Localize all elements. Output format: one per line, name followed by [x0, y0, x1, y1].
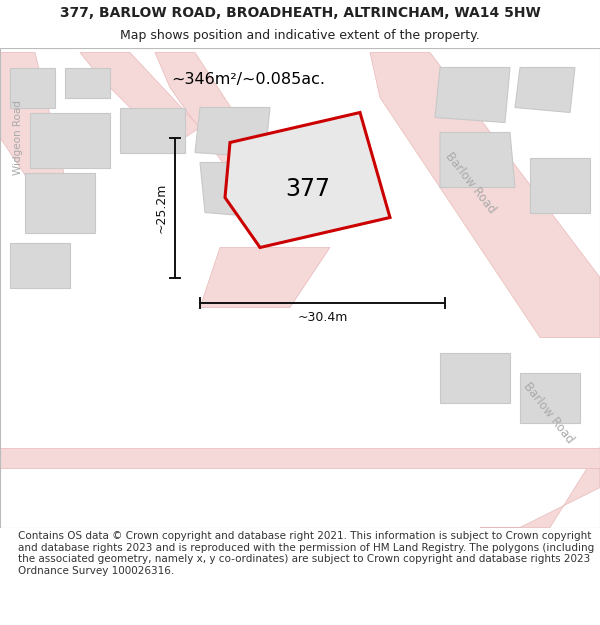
Polygon shape — [120, 107, 185, 152]
Polygon shape — [440, 352, 510, 402]
Polygon shape — [225, 112, 390, 248]
Text: ~25.2m: ~25.2m — [155, 182, 167, 232]
Polygon shape — [440, 132, 515, 188]
Text: ~346m²/~0.085ac.: ~346m²/~0.085ac. — [171, 72, 325, 87]
Text: Map shows position and indicative extent of the property.: Map shows position and indicative extent… — [120, 29, 480, 42]
Polygon shape — [200, 248, 330, 308]
Polygon shape — [65, 68, 110, 98]
Polygon shape — [0, 52, 65, 198]
Polygon shape — [435, 68, 510, 122]
Text: Barlow Road: Barlow Road — [442, 149, 498, 216]
Polygon shape — [520, 372, 580, 423]
Polygon shape — [370, 52, 600, 338]
Polygon shape — [10, 68, 55, 108]
Polygon shape — [25, 173, 95, 232]
Polygon shape — [10, 242, 70, 288]
Text: 377: 377 — [286, 176, 331, 201]
Polygon shape — [80, 52, 200, 148]
Text: ~30.4m: ~30.4m — [298, 311, 347, 324]
Polygon shape — [200, 162, 265, 217]
Text: Contains OS data © Crown copyright and database right 2021. This information is : Contains OS data © Crown copyright and d… — [18, 531, 594, 576]
Polygon shape — [0, 448, 600, 468]
Text: Barlow Road: Barlow Road — [520, 379, 576, 446]
Polygon shape — [155, 52, 270, 187]
Polygon shape — [195, 107, 270, 158]
Polygon shape — [30, 112, 110, 168]
Polygon shape — [480, 448, 600, 528]
Polygon shape — [515, 68, 575, 112]
Text: Widgeon Road: Widgeon Road — [13, 100, 23, 175]
Text: 377, BARLOW ROAD, BROADHEATH, ALTRINCHAM, WA14 5HW: 377, BARLOW ROAD, BROADHEATH, ALTRINCHAM… — [59, 6, 541, 20]
Polygon shape — [530, 158, 590, 212]
